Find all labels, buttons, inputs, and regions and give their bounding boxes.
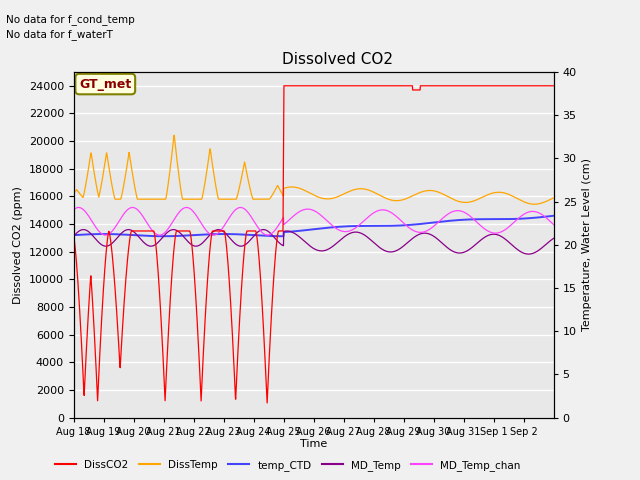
Text: No data for f_cond_temp
No data for f_waterT: No data for f_cond_temp No data for f_wa… [6,14,135,40]
Legend: DissCO2, DissTemp, temp_CTD, MD_Temp, MD_Temp_chan: DissCO2, DissTemp, temp_CTD, MD_Temp, MD… [51,456,525,475]
Title: Dissolved CO2: Dissolved CO2 [282,52,393,67]
X-axis label: Time: Time [300,439,327,449]
Text: GT_met: GT_met [79,78,131,91]
Y-axis label: Temperature, Water Level (cm): Temperature, Water Level (cm) [582,158,592,331]
Y-axis label: Dissolved CO2 (ppm): Dissolved CO2 (ppm) [13,186,23,304]
